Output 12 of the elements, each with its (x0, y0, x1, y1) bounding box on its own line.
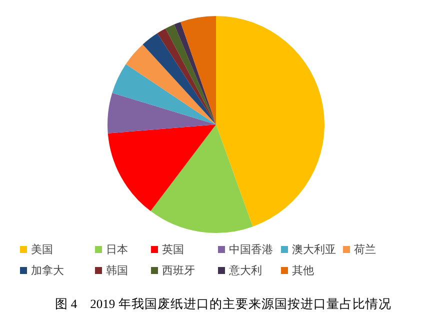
legend-label: 西班牙 (162, 263, 195, 278)
legend-label: 意大利 (229, 263, 262, 278)
text: 图 4 2019 年我国废纸进口的主要来源国按进口量占比情况 (54, 296, 392, 313)
legend-label: 英国 (162, 242, 184, 257)
legend-label: 日本 (106, 242, 128, 257)
legend-label: 加拿大 (31, 263, 64, 278)
legend-label: 韩国 (106, 263, 128, 278)
legend-label: 中国香港 (229, 242, 273, 257)
legend-label: 其他 (292, 263, 314, 278)
legend-label: 美国 (31, 242, 53, 257)
legend-label: 澳大利亚 (292, 242, 336, 257)
legend-label: 荷兰 (354, 242, 376, 257)
